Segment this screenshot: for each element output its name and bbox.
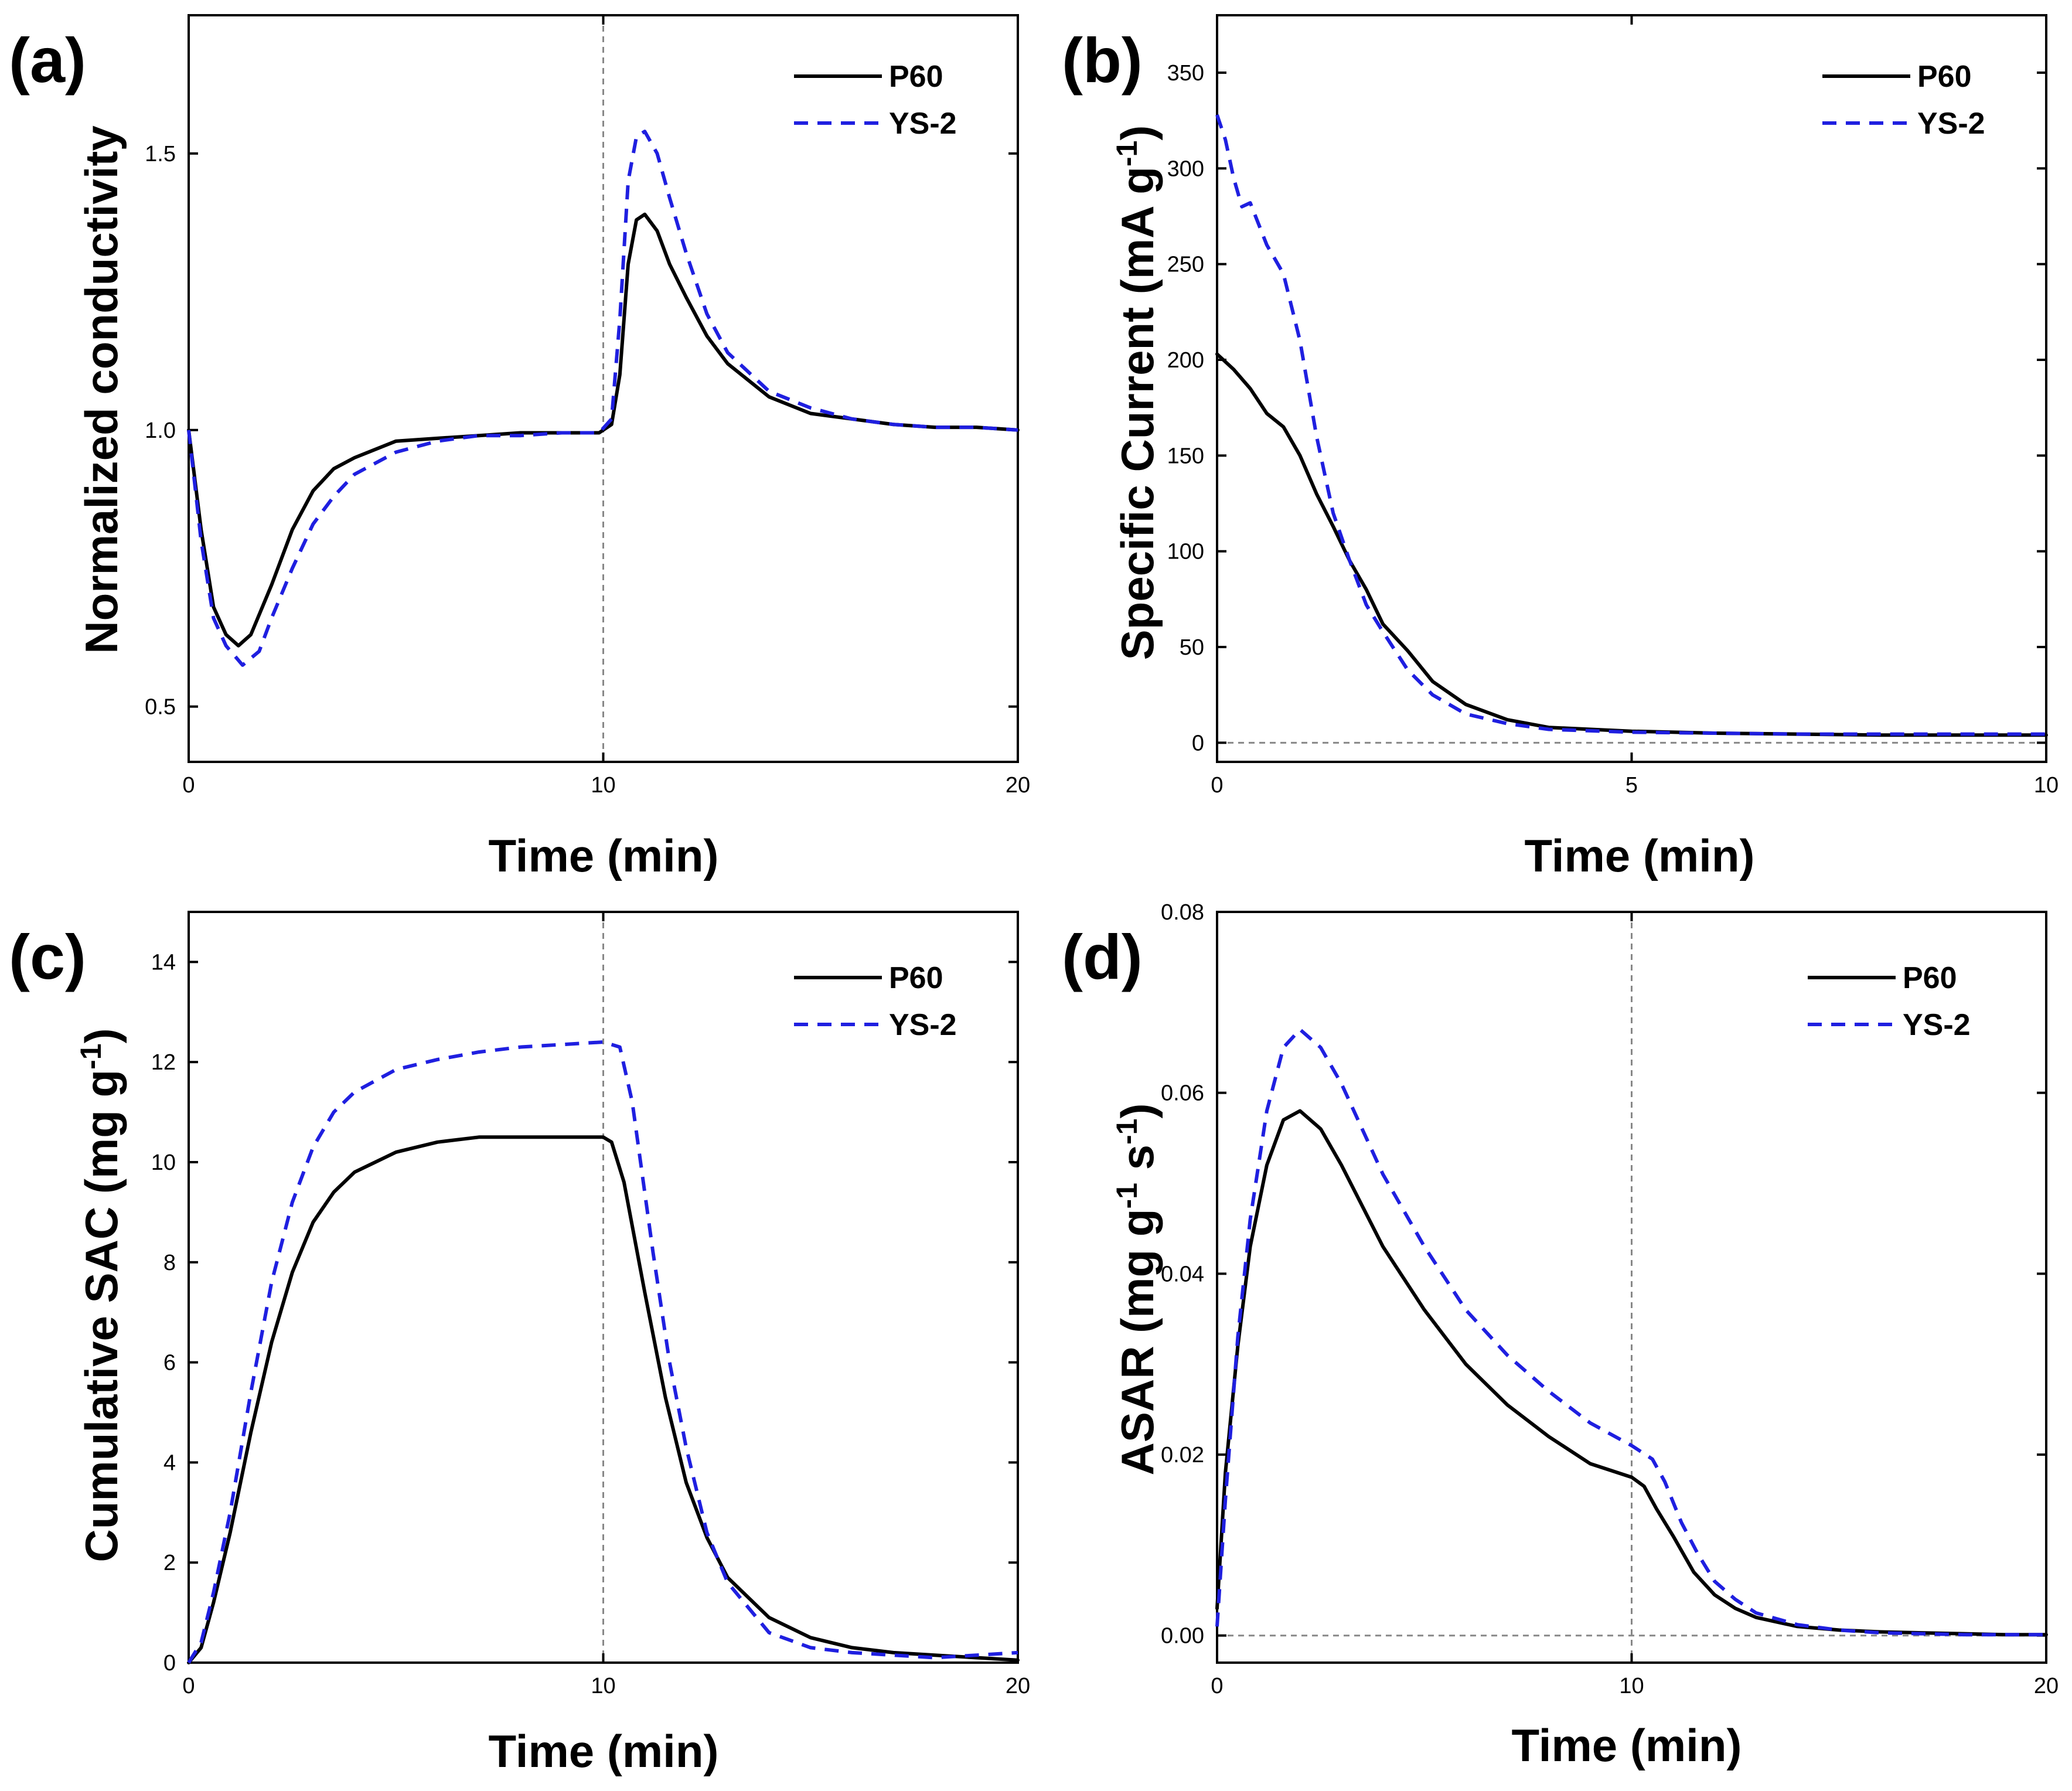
panel-a-series-ys-2-line (187, 130, 1018, 667)
panel-a-y-tick-label: 0.5 (145, 695, 176, 720)
panel-d-asar: (d) ASAR (mg g-1 s-1) Time (min) 0 10 200.… (1062, 900, 2059, 1771)
panel-b-legend-label-ys-2: YS-2 (1917, 107, 1985, 141)
panel-d-y-axis-title-text: ASAR (mg g (1112, 1209, 1163, 1476)
panel-c-y-axis-title: Cumulative SAC (mg g-1) (74, 1028, 127, 1562)
panel-d-y-tick-label: 0.04 (1161, 1262, 1204, 1286)
panel-a-y-tick-label: 1.5 (145, 142, 176, 166)
panel-b-y-tick-label: 200 (1167, 348, 1204, 373)
panel-a-x-tick-label: 0 (182, 773, 195, 798)
panel-c-x-tick-label: 0 (182, 1674, 195, 1698)
panel-c-legend-label-ys-2: YS-2 (889, 1008, 957, 1042)
panel-c-x-tick-label: 10 (591, 1674, 615, 1698)
panel-d-legend-label-p60: P60 (1903, 961, 1957, 995)
panel-b-legend-label-p60: P60 (1917, 60, 1972, 94)
panel-b-y-tick-label: 0 (1192, 731, 1204, 755)
panel-b-x-tick-label: 5 (1625, 773, 1638, 798)
panel-d-x-tick-label: 0 (1211, 1674, 1223, 1698)
panel-d-y-axis-title: ASAR (mg g-1 s-1) (1110, 1104, 1163, 1476)
panel-d-y-tick-label: 0.06 (1161, 1081, 1204, 1106)
panel-b-series-ys-2-line (1215, 114, 2046, 736)
panel-b-y-tick-label: 300 (1167, 156, 1204, 181)
panel-d-label: (d) (1062, 921, 1143, 992)
panel-c-y-tick-label: 10 (151, 1150, 176, 1175)
panel-d-x-axis-title: Time (min) (1512, 1720, 1742, 1771)
panel-a-legend-label-p60: P60 (889, 60, 943, 94)
panel-d-y-axis-title-sup2: -1 (1110, 1119, 1143, 1145)
panel-a-x-tick-label: 20 (1006, 773, 1030, 798)
panel-b-x-tick-label: 10 (2034, 773, 2059, 798)
panel-b-y-tick-label: 100 (1167, 540, 1204, 564)
panel-c-y-axis-title-sup: -1 (74, 1043, 107, 1069)
panel-c-y-axis-title-text: Cumulative SAC (mg g (76, 1070, 127, 1562)
panel-d-x-tick-label: 10 (1619, 1674, 1644, 1698)
panel-c-x-axis-title: Time (min) (489, 1725, 719, 1777)
panel-b-y-axis-title-sup: -1 (1110, 141, 1143, 166)
panel-c-y-tick-label: 8 (163, 1251, 176, 1275)
panel-c-series-p60-line (187, 1135, 1020, 1664)
panel-c-y-tick-label: 2 (163, 1551, 176, 1575)
panel-d-y-tick-label: 0.08 (1161, 900, 1204, 925)
panel-b-y-tick-label: 50 (1180, 635, 1204, 660)
panel-a-x-axis-title: Time (min) (489, 830, 719, 881)
panel-b-y-tick-label: 350 (1167, 61, 1204, 86)
panel-a-series-p60-line (187, 212, 1020, 648)
panel-d-y-axis-title-sup1: -1 (1110, 1183, 1143, 1208)
panel-a-conductivity: (a) Normalized conductivity Time (min) 0… (9, 14, 1030, 881)
panel-d-series-ys-2-line (1215, 1027, 2046, 1637)
panel-a-y-axis-title: Normalized conductivity (76, 125, 127, 654)
panel-c-x-tick-label: 20 (1006, 1674, 1030, 1698)
panel-c-y-tick-label: 6 (163, 1351, 176, 1375)
panel-b-label: (b) (1062, 25, 1143, 96)
panel-c-y-axis-title-close: ) (76, 1028, 127, 1043)
panel-c-y-tick-label: 0 (163, 1651, 176, 1676)
panel-b-x-tick-label: 0 (1211, 773, 1223, 798)
panel-d-y-axis-title-close: ) (1112, 1104, 1163, 1119)
panel-b-y-axis-title-close: ) (1112, 125, 1163, 141)
panel-b-y-axis-title: Specific Current (mA g-1) (1110, 125, 1163, 660)
panel-d-x-tick-label: 20 (2034, 1674, 2059, 1698)
panel-b-y-tick-label: 250 (1167, 253, 1204, 277)
panel-b-y-axis-title-text: Specific Current (mA g (1112, 166, 1163, 660)
panel-b-x-axis-title: Time (min) (1525, 830, 1755, 881)
panel-a-y-tick-label: 1.0 (145, 418, 176, 443)
panel-c-label: (c) (9, 921, 86, 992)
panel-b-y-tick-label: 150 (1167, 444, 1204, 468)
panel-b-specific-current: (b) Specific Current (mA g-1) Time (min)… (1062, 14, 2059, 881)
panel-a-label: (a) (9, 25, 86, 96)
panel-c-legend-label-p60: P60 (889, 961, 943, 995)
panel-d-y-tick-label: 0.02 (1161, 1443, 1204, 1467)
panel-a-x-tick-label: 10 (591, 773, 615, 798)
panel-a-legend-label-ys-2: YS-2 (889, 107, 957, 141)
panel-c-y-tick-label: 4 (163, 1450, 176, 1475)
panel-d-y-tick-label: 0.00 (1161, 1624, 1204, 1649)
panel-d-y-axis-title-s: s (1112, 1145, 1163, 1183)
panel-c-cumulative-sac: (c) Cumulative SAC (mg g-1) Time (min) 0… (9, 911, 1030, 1777)
panel-c-y-tick-label: 12 (151, 1050, 176, 1075)
panel-c-y-tick-label: 14 (151, 950, 176, 975)
panel-d-legend-label-ys-2: YS-2 (1903, 1008, 1971, 1042)
